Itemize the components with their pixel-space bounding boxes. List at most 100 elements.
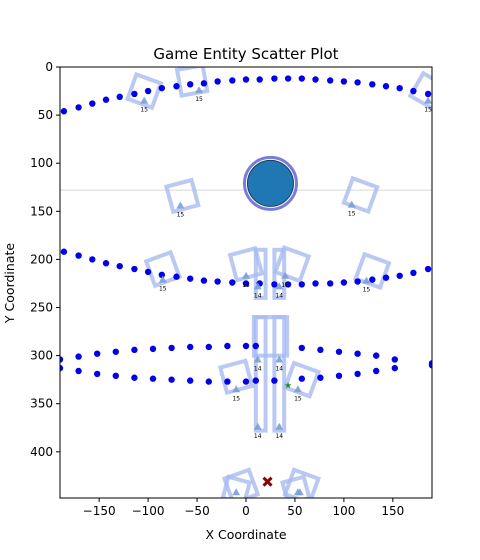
triangle-marker bbox=[362, 276, 371, 284]
series-4-point bbox=[271, 377, 278, 384]
series-1-point bbox=[354, 79, 361, 86]
series-1-point bbox=[271, 75, 278, 82]
triangle-marker bbox=[295, 488, 304, 496]
series-1-point bbox=[75, 104, 82, 111]
obstacle-outline bbox=[220, 474, 253, 498]
series-3-point bbox=[224, 342, 231, 350]
y-tick-label: 100 bbox=[30, 156, 53, 170]
series-4-point bbox=[149, 375, 157, 382]
triangle-marker bbox=[253, 355, 262, 363]
triangle-marker bbox=[275, 282, 284, 290]
enemy-x-stroke-2 bbox=[262, 476, 273, 487]
x-tick-label: −50 bbox=[184, 504, 209, 518]
series-1-point bbox=[173, 83, 180, 90]
chart-title: Game Entity Scatter Plot bbox=[153, 45, 338, 63]
y-tick-label: 0 bbox=[45, 60, 53, 74]
marker-label: 15 bbox=[159, 286, 167, 293]
series-4-point bbox=[224, 378, 231, 385]
series-4-point bbox=[335, 372, 343, 380]
obstacle-outline bbox=[227, 245, 265, 283]
series-4-point bbox=[94, 370, 101, 378]
marker-label: 15 bbox=[424, 107, 432, 114]
series-2-point bbox=[75, 252, 82, 259]
series-2-point bbox=[326, 280, 334, 287]
marker-label: 15 bbox=[195, 96, 203, 103]
marker-label: 15 bbox=[242, 282, 250, 289]
series-2-point bbox=[312, 280, 319, 287]
marker-label: 15 bbox=[232, 498, 240, 505]
series-2-point bbox=[131, 265, 138, 273]
triangle-marker bbox=[347, 200, 356, 208]
series-4-point bbox=[252, 377, 259, 384]
series-2-point bbox=[284, 281, 292, 288]
series-3-point bbox=[242, 342, 250, 350]
series-1-point bbox=[396, 84, 403, 92]
marker-label: 14 bbox=[254, 365, 262, 372]
marker-label: 15 bbox=[177, 212, 185, 219]
series-1-point bbox=[312, 76, 319, 83]
series-3-point bbox=[149, 345, 157, 353]
series-2-point bbox=[382, 274, 390, 281]
series-3-point bbox=[298, 344, 305, 352]
series-2-point bbox=[396, 272, 403, 279]
series-2-point bbox=[144, 268, 152, 276]
series-2-point bbox=[173, 273, 180, 280]
series-3-point bbox=[335, 348, 343, 355]
series-1-point bbox=[340, 78, 348, 85]
x-tick-label: 150 bbox=[381, 504, 404, 518]
series-3-point bbox=[187, 343, 194, 351]
triangle-marker bbox=[232, 488, 241, 496]
marker-label: 15 bbox=[294, 395, 302, 402]
obstacle-outline bbox=[272, 244, 312, 284]
series-4-point bbox=[131, 374, 138, 381]
series-1-point bbox=[229, 77, 236, 84]
triangle-marker bbox=[242, 271, 250, 279]
y-tick-label: 350 bbox=[30, 397, 53, 411]
series-2-point bbox=[60, 248, 68, 255]
y-tick-label: 300 bbox=[30, 349, 53, 363]
series-1-point bbox=[326, 77, 334, 84]
series-2-point bbox=[200, 277, 208, 284]
series-4-point bbox=[391, 364, 398, 372]
series-2-point bbox=[354, 278, 361, 285]
series-4-point bbox=[205, 378, 212, 385]
series-4-point bbox=[317, 374, 324, 381]
series-2-point bbox=[102, 260, 110, 267]
triangle-marker bbox=[232, 385, 241, 393]
player-circle bbox=[246, 159, 294, 207]
triangle-marker bbox=[140, 96, 149, 104]
y-tick-label: 250 bbox=[30, 301, 53, 315]
series-4-point bbox=[354, 370, 361, 378]
series-3-point bbox=[112, 348, 120, 355]
series-2-point bbox=[242, 280, 250, 287]
obstacle-outline bbox=[221, 467, 261, 498]
player-ring bbox=[242, 155, 298, 211]
series-3-point bbox=[94, 350, 101, 357]
obstacle-outline bbox=[174, 67, 210, 98]
series-1-point bbox=[102, 96, 110, 103]
series-1-point bbox=[410, 87, 417, 95]
series-1-point bbox=[144, 87, 152, 95]
series-1-point bbox=[200, 80, 208, 87]
series-3-point bbox=[131, 346, 138, 354]
obstacle-outline bbox=[341, 175, 380, 215]
series-4-point bbox=[242, 378, 250, 385]
y-tick-label: 50 bbox=[38, 108, 53, 122]
series-2-point bbox=[89, 256, 96, 263]
series-4-point bbox=[168, 376, 175, 383]
series-1-point bbox=[369, 81, 376, 88]
series-1-point bbox=[116, 93, 123, 101]
y-axis: 0 50 100 150 200 250 300 350 400 bbox=[30, 60, 60, 459]
y-tick-label: 150 bbox=[30, 204, 53, 218]
series-1-point bbox=[382, 83, 390, 90]
marker-label: 15 bbox=[348, 211, 356, 218]
triangle-marker bbox=[176, 201, 185, 209]
wall-outline bbox=[251, 315, 290, 358]
y-axis-label: Y Coordinate bbox=[2, 243, 17, 324]
series-3-point bbox=[391, 356, 398, 363]
series-1-point bbox=[424, 90, 432, 98]
pickup-star bbox=[284, 381, 292, 389]
